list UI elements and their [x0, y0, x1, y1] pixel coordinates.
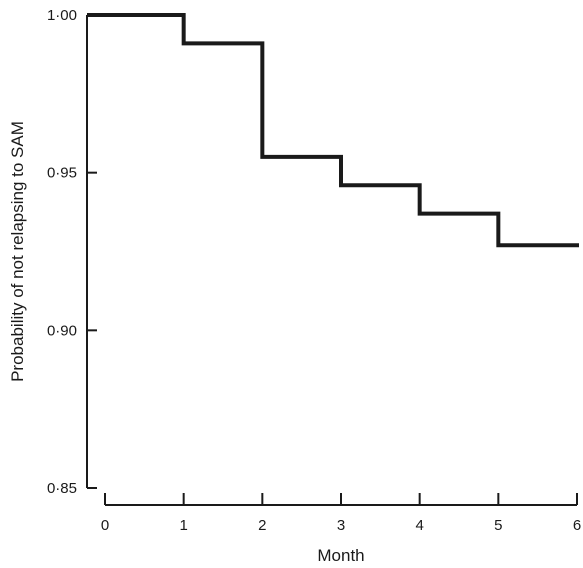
y-tick-label: 0·95	[47, 165, 77, 182]
y-tick-label: 0·85	[47, 480, 77, 497]
x-tick-label: 6	[573, 517, 581, 534]
x-axis: 0 1 2 3 4 5 6	[101, 493, 581, 534]
survival-step-line	[87, 13, 579, 248]
x-tick-label: 2	[258, 517, 266, 534]
series-layer	[87, 13, 579, 248]
y-tick-label: 0·90	[47, 322, 77, 339]
x-tick-label: 3	[337, 517, 345, 534]
y-axis: 0·85 0·90 0·95 1·00	[47, 7, 97, 497]
x-tick-label: 1	[179, 517, 187, 534]
x-axis-title: Month	[317, 546, 364, 565]
x-tick-label: 4	[415, 517, 423, 534]
y-axis-title: Probability of not relapsing to SAM	[8, 121, 27, 382]
x-tick-label: 0	[101, 517, 109, 534]
x-tick-label: 5	[494, 517, 502, 534]
y-tick-label: 1·00	[47, 7, 77, 24]
